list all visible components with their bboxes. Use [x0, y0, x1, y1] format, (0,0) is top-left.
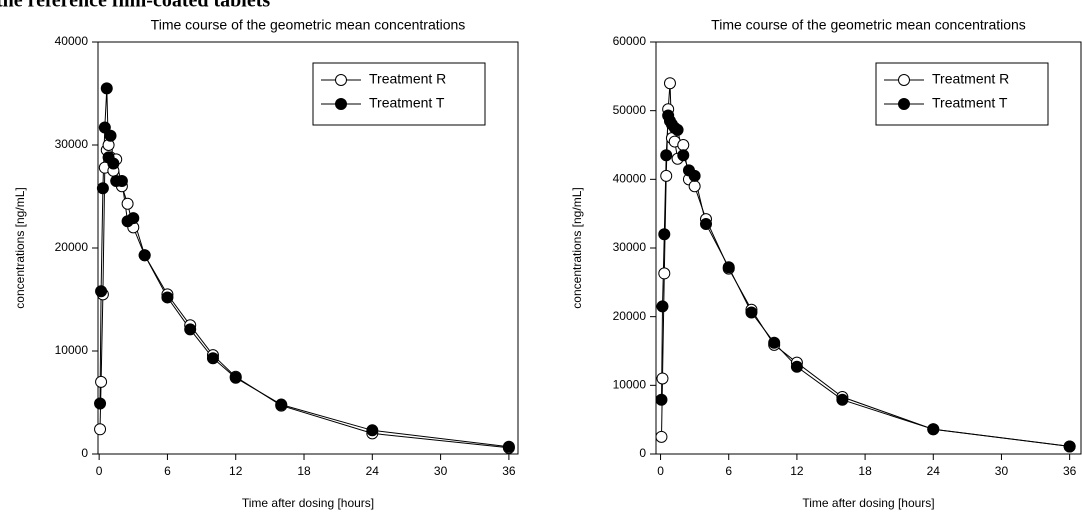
data-point	[138, 249, 151, 262]
legend-marker	[335, 74, 347, 86]
x-tick-label: 36	[502, 464, 516, 478]
x-tick-label: 6	[725, 464, 732, 478]
y-tick-label: 0	[81, 446, 88, 460]
legend-label: Treatment R	[932, 71, 1009, 87]
x-tick-label: 24	[927, 464, 941, 478]
y-axis-label: concentrations [ng/mL]	[570, 187, 584, 308]
data-point	[677, 149, 690, 162]
data-point	[745, 306, 758, 319]
series-line	[661, 115, 1070, 447]
data-point	[722, 261, 735, 274]
y-tick-label: 30000	[55, 137, 89, 151]
data-point	[700, 217, 712, 230]
chart-title: Time course of the geometric mean concen…	[711, 17, 1026, 33]
x-tick-label: 12	[790, 464, 804, 478]
y-tick-label: 20000	[613, 309, 647, 323]
legend-box	[312, 62, 486, 126]
legend-label: Treatment T	[932, 95, 1008, 111]
legend-marker	[335, 98, 347, 110]
data-point	[229, 371, 242, 384]
x-tick-label: 18	[297, 464, 311, 478]
chart-title: Time course of the geometric mean concen…	[151, 17, 466, 33]
x-tick-label: 24	[366, 464, 380, 478]
data-point	[95, 375, 108, 388]
data-point	[688, 169, 701, 182]
data-point	[768, 336, 781, 349]
x-tick-label: 36	[1063, 464, 1077, 478]
data-point	[184, 323, 197, 336]
data-point	[656, 372, 669, 385]
data-point	[275, 398, 288, 411]
y-tick-label: 60000	[613, 34, 647, 48]
data-point	[121, 197, 134, 210]
series-line	[661, 83, 1070, 447]
data-point	[656, 300, 669, 313]
x-tick-label: 0	[657, 464, 664, 478]
data-point	[206, 352, 219, 365]
y-axis-label: concentrations [ng/mL]	[13, 187, 27, 308]
data-point	[115, 175, 128, 188]
data-point	[94, 423, 107, 436]
legend-box	[875, 62, 1049, 126]
x-tick-label: 18	[858, 464, 872, 478]
data-point	[95, 285, 108, 298]
data-point	[836, 393, 849, 406]
data-point	[658, 267, 671, 280]
data-point	[1063, 440, 1076, 453]
legend-label: Treatment T	[369, 95, 445, 111]
data-point	[660, 169, 673, 182]
data-point	[658, 228, 671, 241]
series-line	[99, 144, 509, 449]
page-heading: the reference film-coated tablets	[0, 0, 270, 12]
y-tick-label: 30000	[613, 240, 647, 254]
data-point	[663, 77, 676, 90]
data-point	[655, 393, 668, 406]
data-point	[660, 149, 673, 162]
data-point	[688, 180, 701, 193]
y-tick-label: 50000	[613, 103, 647, 117]
y-tick-label: 40000	[55, 34, 89, 48]
legend-marker	[898, 98, 910, 110]
y-tick-label: 10000	[55, 343, 89, 357]
y-tick-label: 20000	[55, 240, 89, 254]
data-point	[104, 129, 117, 142]
data-point	[790, 360, 803, 373]
x-axis-label: Time after dosing [hours]	[242, 496, 374, 510]
x-axis-label: Time after dosing [hours]	[802, 496, 934, 510]
data-point	[927, 423, 940, 436]
data-point	[677, 139, 690, 151]
x-tick-label: 30	[434, 464, 448, 478]
series-line	[99, 88, 509, 448]
data-point	[655, 430, 668, 443]
legend-label: Treatment R	[369, 71, 446, 87]
data-point	[161, 291, 174, 304]
y-tick-label: 0	[639, 446, 646, 460]
data-point	[94, 397, 107, 410]
data-point	[98, 121, 111, 134]
x-tick-label: 30	[995, 464, 1009, 478]
x-tick-label: 6	[164, 464, 171, 478]
data-point	[671, 123, 684, 136]
data-point	[502, 440, 515, 453]
data-point	[107, 157, 120, 170]
y-tick-label: 40000	[613, 172, 647, 186]
y-tick-label: 10000	[613, 378, 647, 392]
x-tick-label: 12	[229, 464, 243, 478]
data-point	[366, 424, 379, 437]
data-point	[96, 182, 109, 195]
x-tick-label: 0	[96, 464, 103, 478]
data-point	[127, 212, 140, 225]
data-point	[100, 82, 113, 95]
legend-marker	[898, 74, 910, 86]
